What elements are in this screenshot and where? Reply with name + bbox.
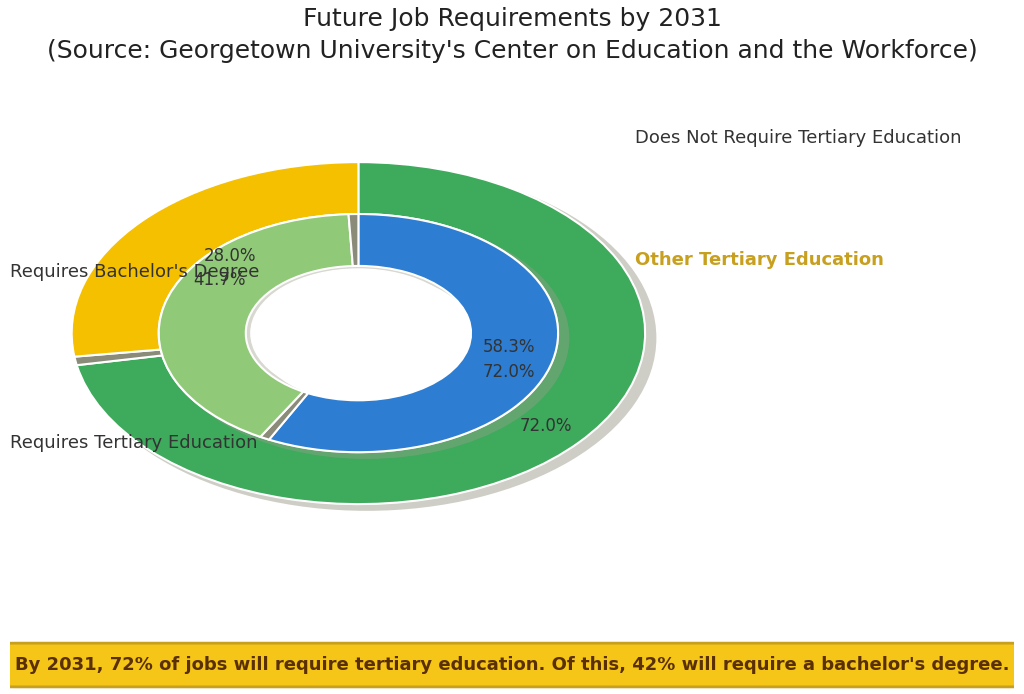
- Text: 72.0%: 72.0%: [519, 416, 572, 434]
- Text: 58.3%: 58.3%: [483, 338, 536, 377]
- Circle shape: [251, 269, 466, 397]
- Text: 72.0%: 72.0%: [483, 364, 536, 382]
- Wedge shape: [260, 391, 308, 439]
- Text: Requires Tertiary Education: Requires Tertiary Education: [10, 434, 258, 452]
- Text: 41.7%: 41.7%: [194, 271, 246, 289]
- Wedge shape: [159, 214, 353, 437]
- Text: Other Tertiary Education: Other Tertiary Education: [635, 251, 884, 269]
- Wedge shape: [164, 217, 569, 459]
- FancyBboxPatch shape: [5, 643, 1019, 687]
- Wedge shape: [77, 165, 656, 511]
- Text: Requires Bachelor's Degree: Requires Bachelor's Degree: [10, 263, 260, 281]
- Wedge shape: [72, 162, 358, 357]
- Wedge shape: [348, 214, 358, 266]
- Text: 28.0%: 28.0%: [204, 247, 256, 264]
- Wedge shape: [75, 350, 162, 365]
- Wedge shape: [269, 214, 558, 452]
- Wedge shape: [77, 162, 645, 504]
- Text: By 2031, 72% of jobs will require tertiary education. Of this, 42% will require : By 2031, 72% of jobs will require tertia…: [14, 656, 1010, 673]
- Text: Future Job Requirements by 2031
(Source: Georgetown University's Center on Educa: Future Job Requirements by 2031 (Source:…: [47, 7, 977, 62]
- Text: Does Not Require Tertiary Education: Does Not Require Tertiary Education: [635, 128, 962, 146]
